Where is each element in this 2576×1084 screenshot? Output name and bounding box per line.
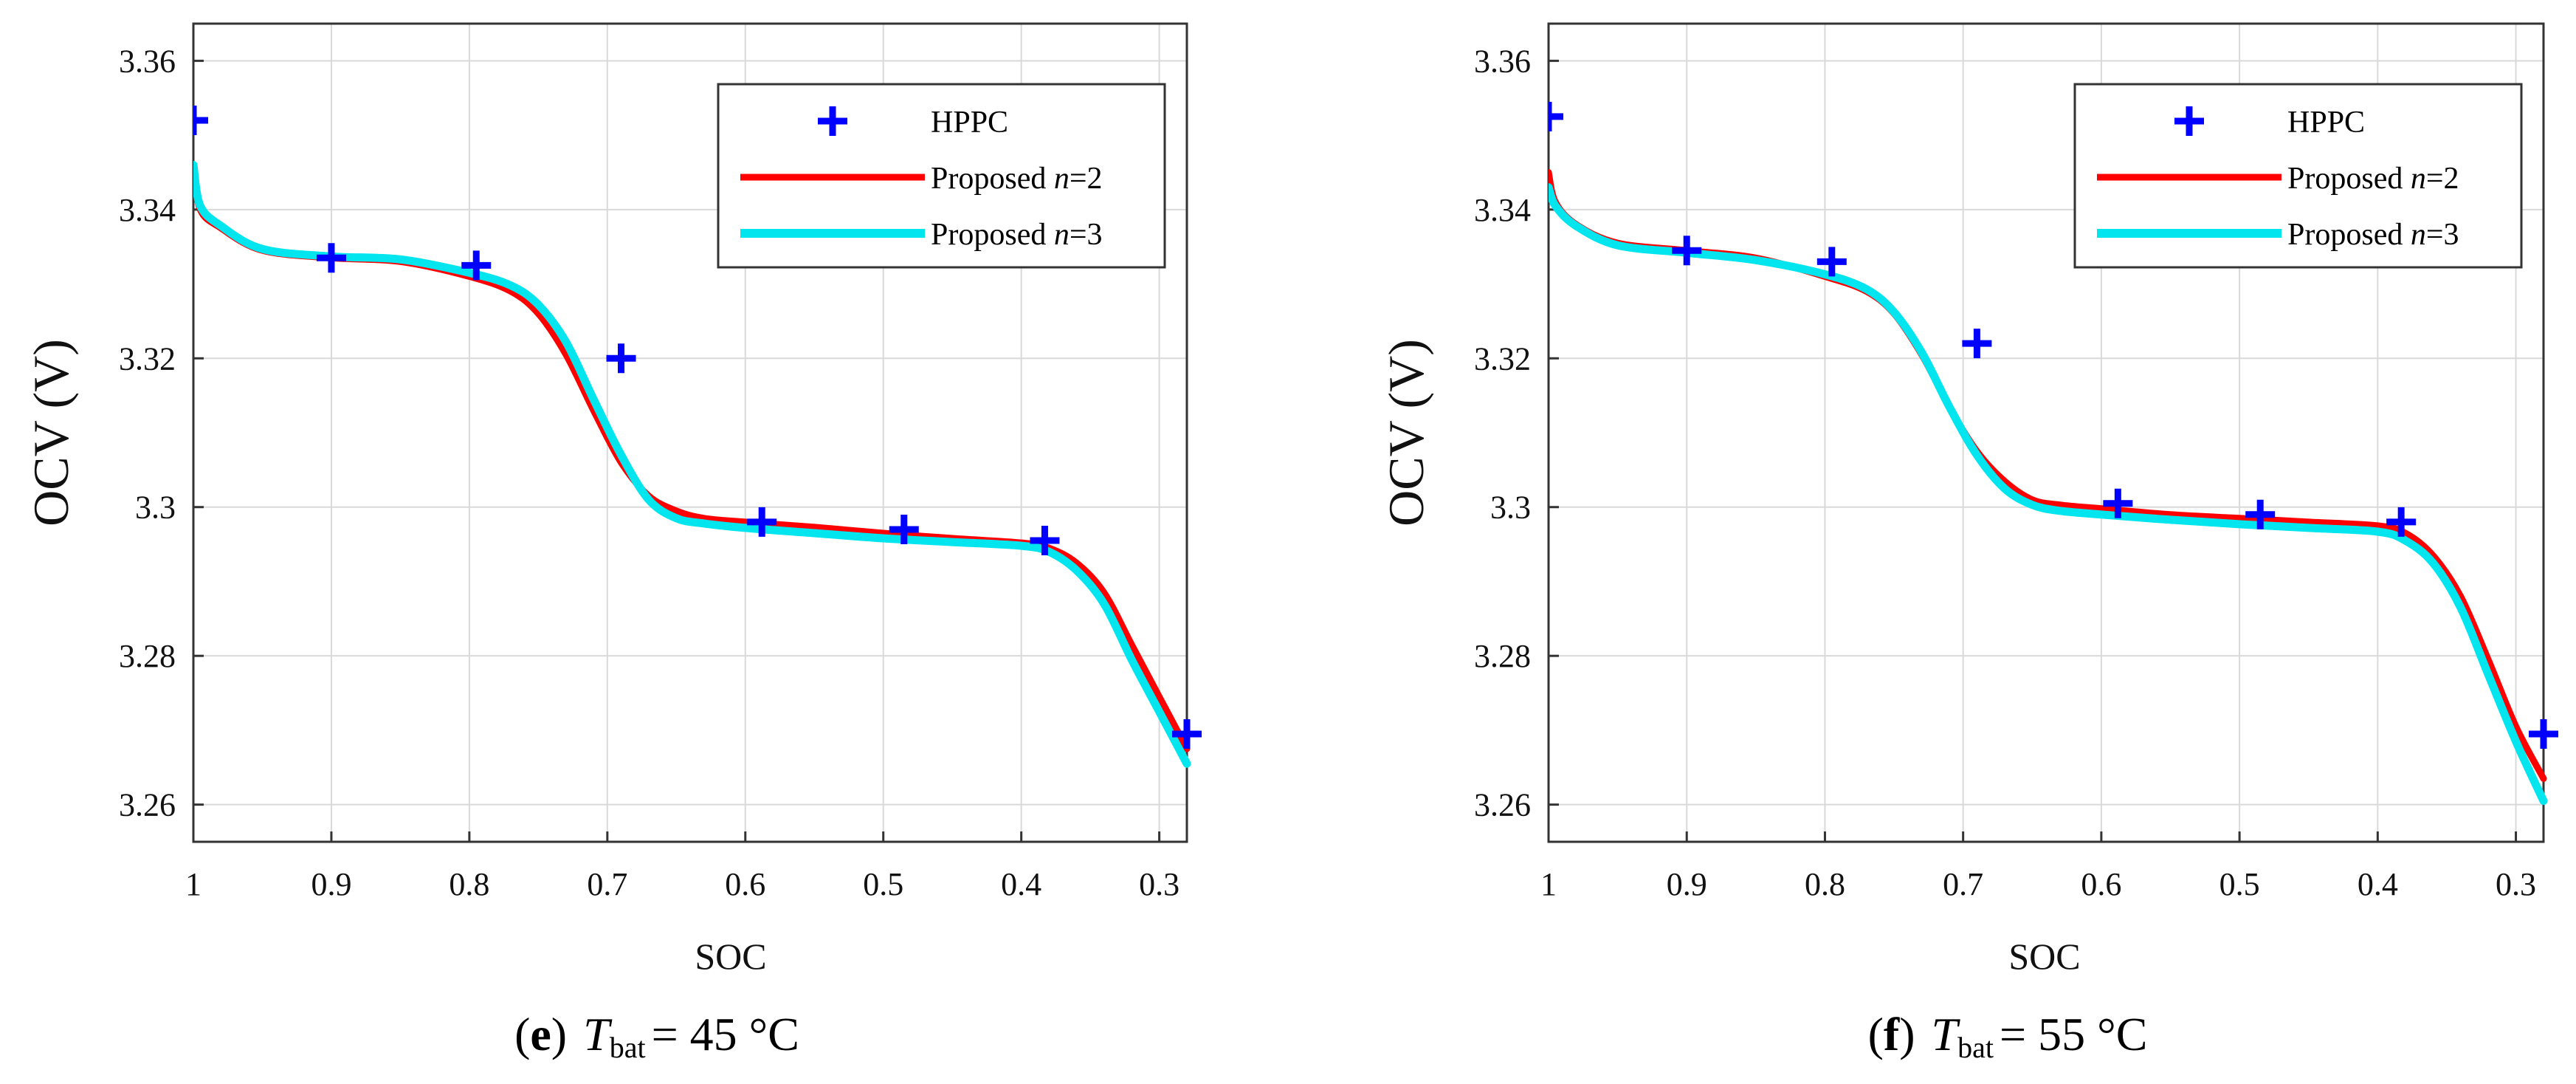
caption-symbol: T <box>583 1008 613 1060</box>
hppc-marker <box>2245 499 2276 529</box>
caption-close-paren: ) <box>551 1008 567 1060</box>
y-axis-label: OCV (V) <box>23 339 79 526</box>
y-tick-label: 3.3 <box>1490 490 1531 526</box>
caption-letter: e <box>530 1008 551 1060</box>
legend-marker-hppc <box>818 106 847 136</box>
y-tick-label: 3.26 <box>1474 787 1531 823</box>
hppc-marker <box>889 514 919 544</box>
legend-label-hppc: HPPC <box>2287 106 2365 140</box>
hppc-marker <box>1549 101 1563 131</box>
series-group <box>1549 101 2558 806</box>
y-tick-label: 3.34 <box>1474 192 1531 228</box>
hppc-marker <box>606 343 636 374</box>
caption-open-paren: ( <box>1868 1008 1884 1060</box>
legend-label-suffix: =2 <box>2426 162 2459 196</box>
x-tick-label: 0.7 <box>1943 866 1983 902</box>
axes-box <box>1547 22 2545 843</box>
legend-label-prefix: Proposed <box>2287 218 2411 252</box>
y-tick-label: 3.3 <box>135 490 176 526</box>
x-tick-label: 0.8 <box>449 866 489 902</box>
y-tick-label: 3.34 <box>119 192 176 228</box>
hppc-marker <box>316 243 346 273</box>
y-tick-label: 3.32 <box>1474 340 1531 377</box>
x-tick-label: 0.3 <box>2496 866 2536 902</box>
chart-panel-e: 1 0.9 0.8 0.7 0.6 0.5 0.4 0.3 3.26 3.28 3.3 3.32 3.3… <box>23 22 1202 977</box>
legend-label-var: n <box>2411 162 2426 196</box>
x-tick-label: 0.4 <box>2358 866 2398 902</box>
x-tick-label: 0.6 <box>725 866 765 902</box>
x-tick-label: 0.4 <box>1001 866 1041 902</box>
legend-label-proposed-n-3: Proposed n=3 <box>2287 218 2459 252</box>
legend-label-proposed-n-3: Proposed n=3 <box>931 218 1103 252</box>
caption-value: = 45 °C <box>652 1008 799 1060</box>
y-tick-label: 3.36 <box>119 43 176 79</box>
legend-marker-hppc <box>2174 106 2204 136</box>
caption-value: = 55 °C <box>2000 1008 2147 1060</box>
hppc-marker <box>1172 718 1202 749</box>
caption-symbol: T <box>1932 1008 1961 1060</box>
y-tick-label: 3.36 <box>1474 43 1531 79</box>
legend-label-prefix: Proposed <box>931 162 1054 196</box>
y-tick-label: 3.28 <box>119 638 176 674</box>
x-tick-label: 0.6 <box>2081 866 2121 902</box>
caption-close-paren: ) <box>1899 1008 1915 1060</box>
hppc-marker <box>747 507 777 537</box>
hppc-marker <box>1962 329 1992 359</box>
caption-open-paren: ( <box>514 1008 530 1060</box>
y-tick-label: 3.32 <box>119 340 176 377</box>
chart-panel-f: 1 0.9 0.8 0.7 0.6 0.5 0.4 0.3 3.26 3.28 3.3 3.32 3.3… <box>1378 22 2558 977</box>
legend-label-suffix: =2 <box>1070 162 1103 196</box>
hppc-marker <box>2529 718 2558 749</box>
x-tick-label: 1 <box>1540 866 1557 902</box>
x-tick-label: 1 <box>185 866 202 902</box>
axes-box <box>192 22 1188 843</box>
x-axis-label: SOC <box>695 936 766 977</box>
y-axis-label: OCV (V) <box>1378 339 1434 526</box>
x-tick-label: 0.9 <box>311 866 351 902</box>
x-tick-label: 0.9 <box>1667 866 1707 902</box>
series-group <box>193 105 1202 768</box>
legend-label-prefix: Proposed <box>931 218 1054 252</box>
legend-label-prefix: Proposed <box>2287 162 2411 196</box>
caption-e: (e) Tbat = 45 °C <box>514 1008 799 1064</box>
hppc-marker <box>1030 526 1060 556</box>
series-line-proposed-n-3 <box>1549 183 2548 806</box>
legend-label-proposed-n-2: Proposed n=2 <box>2287 162 2459 196</box>
hppc-marker <box>1816 247 1847 277</box>
legend-label-suffix: =3 <box>1070 218 1103 252</box>
hppc-marker <box>1672 236 1702 266</box>
x-tick-label: 0.8 <box>1805 866 1845 902</box>
y-tick-label: 3.26 <box>119 787 176 823</box>
legend-label-var: n <box>2411 218 2426 252</box>
legend-label-proposed-n-2: Proposed n=2 <box>931 162 1103 196</box>
hppc-marker <box>193 105 208 135</box>
legend-label-suffix: =3 <box>2426 218 2459 252</box>
hppc-marker <box>2103 488 2133 518</box>
x-tick-label: 0.7 <box>587 866 627 902</box>
x-tick-label: 0.5 <box>2219 866 2260 902</box>
caption-subscript: bat <box>1957 1031 1994 1064</box>
legend-label-hppc: HPPC <box>931 106 1008 140</box>
caption-subscript: bat <box>610 1031 646 1064</box>
x-tick-label: 0.5 <box>863 866 903 902</box>
legend-label-var: n <box>1054 162 1070 196</box>
hppc-marker <box>461 250 492 281</box>
caption-letter: f <box>1884 1008 1900 1060</box>
hppc-marker <box>2386 507 2417 537</box>
caption-f: (f) Tbat = 55 °C <box>1868 1008 2148 1064</box>
x-tick-label: 0.3 <box>1139 866 1179 902</box>
y-tick-label: 3.28 <box>1474 638 1531 674</box>
x-axis-label: SOC <box>2008 936 2080 977</box>
legend-label-var: n <box>1054 218 1070 252</box>
